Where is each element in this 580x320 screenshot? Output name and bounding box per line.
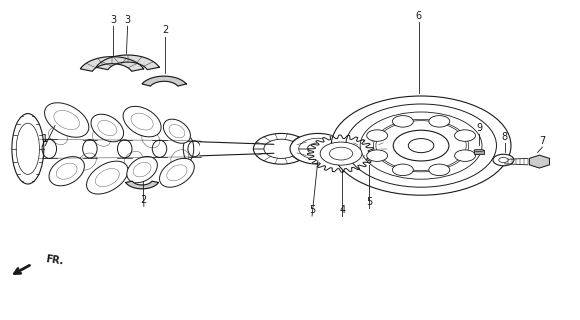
Circle shape	[320, 142, 362, 165]
Circle shape	[393, 130, 449, 161]
Circle shape	[408, 139, 434, 153]
Ellipse shape	[123, 106, 161, 137]
Circle shape	[264, 139, 299, 158]
Circle shape	[393, 164, 414, 176]
Circle shape	[429, 164, 450, 176]
Circle shape	[393, 116, 414, 127]
Text: 3: 3	[110, 15, 116, 25]
Circle shape	[499, 157, 508, 163]
Text: 4: 4	[339, 204, 345, 215]
Circle shape	[346, 104, 496, 187]
Circle shape	[356, 142, 381, 156]
Text: 3: 3	[125, 15, 130, 25]
Polygon shape	[142, 76, 186, 86]
Ellipse shape	[127, 156, 157, 183]
Circle shape	[374, 119, 469, 172]
Ellipse shape	[45, 103, 89, 137]
Circle shape	[335, 130, 402, 167]
Text: 8: 8	[502, 132, 508, 142]
Text: 6: 6	[416, 11, 422, 21]
Circle shape	[331, 96, 511, 195]
Circle shape	[367, 130, 387, 141]
Text: 5: 5	[367, 196, 372, 207]
Polygon shape	[307, 135, 375, 172]
Ellipse shape	[49, 156, 85, 186]
Circle shape	[455, 150, 476, 161]
Text: 2: 2	[141, 195, 147, 205]
Ellipse shape	[164, 119, 190, 143]
Ellipse shape	[86, 161, 128, 194]
Ellipse shape	[160, 158, 194, 187]
Text: 1: 1	[42, 134, 48, 144]
Polygon shape	[80, 57, 144, 71]
Polygon shape	[126, 181, 158, 189]
Circle shape	[290, 133, 346, 164]
Circle shape	[429, 116, 450, 127]
Ellipse shape	[91, 114, 124, 142]
Circle shape	[329, 147, 353, 160]
Text: 2: 2	[162, 25, 168, 36]
Text: FR.: FR.	[45, 254, 64, 266]
Circle shape	[455, 130, 476, 141]
Polygon shape	[505, 158, 528, 165]
Circle shape	[367, 150, 387, 161]
Text: 7: 7	[539, 136, 545, 146]
Polygon shape	[530, 155, 549, 168]
Circle shape	[307, 143, 328, 155]
Text: 9: 9	[476, 123, 482, 133]
Ellipse shape	[173, 161, 181, 172]
Ellipse shape	[137, 124, 147, 135]
Circle shape	[493, 154, 514, 166]
Ellipse shape	[474, 149, 484, 151]
Text: 5: 5	[309, 204, 315, 215]
Ellipse shape	[61, 122, 72, 134]
Circle shape	[253, 133, 309, 164]
Circle shape	[360, 112, 482, 179]
Ellipse shape	[103, 164, 112, 176]
Polygon shape	[96, 55, 160, 70]
Bar	[474, 150, 484, 154]
